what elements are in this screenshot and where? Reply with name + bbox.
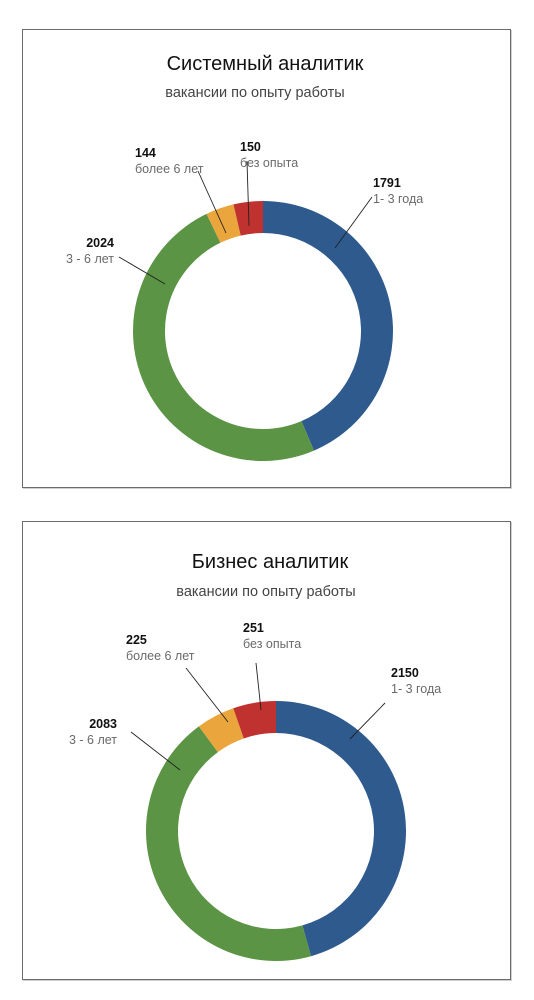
- data-label-category-1: 1- 3 года: [391, 682, 441, 696]
- leader-line-2: [130, 731, 181, 771]
- leader-line-4: [246, 160, 250, 227]
- leader-line-2: [118, 256, 166, 285]
- donut-slice-1: [263, 201, 393, 451]
- donut-slice-4: [233, 701, 276, 739]
- leader-line-1: [349, 702, 386, 740]
- data-label-value-4: 251: [243, 621, 264, 635]
- data-label-category-2: 3 - 6 лет: [69, 733, 117, 747]
- data-label-value-3: 144: [135, 146, 156, 160]
- data-label-value-3: 225: [126, 633, 147, 647]
- donut-chart-system-analyst: Системный аналитик вакансии по опыту раб…: [66, 53, 423, 461]
- data-label-value-1: 1791: [373, 176, 401, 190]
- donut-slice-4: [233, 201, 263, 236]
- data-label-category-1: 1- 3 года: [373, 192, 423, 206]
- leader-line-4: [255, 662, 262, 711]
- data-label-category-2: 3 - 6 лет: [66, 252, 114, 266]
- leader-line-3: [197, 170, 227, 234]
- chart-subtitle: вакансии по опыту работы: [176, 584, 355, 600]
- data-label-category-3: более 6 лет: [135, 162, 204, 176]
- data-label-value-4: 150: [240, 140, 261, 154]
- donut-slice-2: [133, 213, 314, 461]
- data-label-category-3: более 6 лет: [126, 649, 195, 663]
- chart-title: Бизнес аналитик: [192, 551, 349, 573]
- chart-card-business-analyst: Бизнес аналитик вакансии по опыту работы…: [22, 521, 511, 980]
- data-label-value-1: 2150: [391, 666, 419, 680]
- data-label-value-2: 2083: [89, 717, 117, 731]
- data-label-value-2: 2024: [86, 236, 114, 250]
- data-label-category-4: без опыта: [240, 156, 298, 170]
- donut-chart-business-analyst: Бизнес аналитик вакансии по опыту работы…: [69, 551, 441, 961]
- chart-title: Системный аналитик: [167, 53, 364, 75]
- donut-slice-3: [198, 708, 244, 753]
- chart-card-system-analyst: Системный аналитик вакансии по опыту раб…: [22, 29, 511, 488]
- donut-slice-3: [206, 204, 241, 243]
- leader-line-1: [334, 196, 373, 249]
- data-label-category-4: без опыта: [243, 637, 301, 651]
- leader-line-3: [185, 667, 229, 723]
- donut-slice-1: [276, 701, 407, 957]
- donut-slice-2: [146, 726, 312, 961]
- chart-subtitle: вакансии по опыту работы: [165, 85, 344, 101]
